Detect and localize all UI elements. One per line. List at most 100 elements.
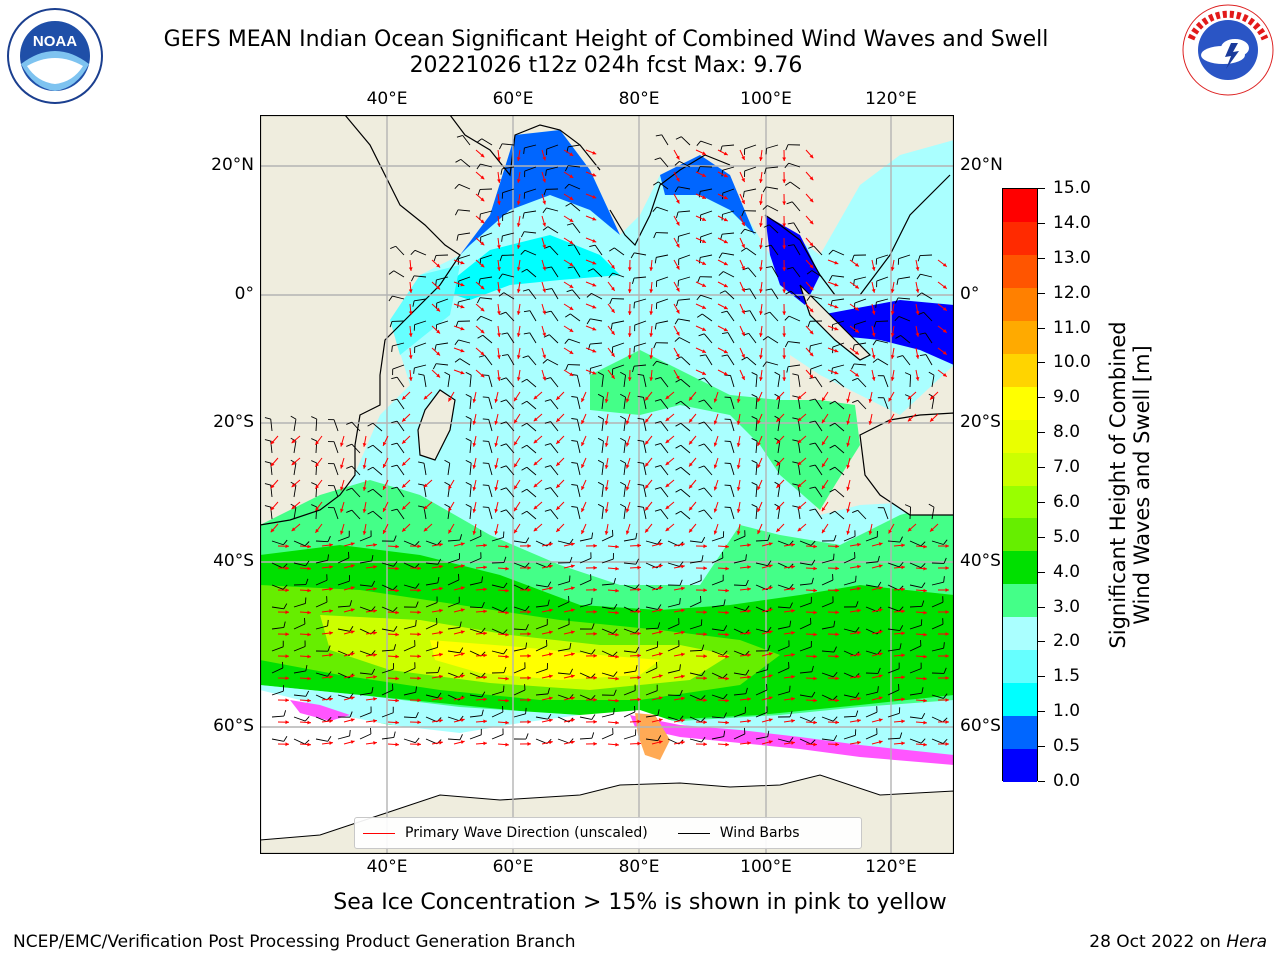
wind-barb [456, 135, 471, 146]
wind-barb [637, 395, 647, 410]
wave-arrow [431, 564, 443, 569]
wave-arrow [340, 457, 345, 469]
wave-arrow [890, 259, 895, 271]
wind-barb [653, 181, 669, 190]
wind-barb [513, 584, 530, 591]
wave-arrow [871, 347, 876, 359]
wind-barb [557, 595, 570, 608]
wave-arrow [581, 457, 587, 469]
wave-arrow [849, 347, 860, 355]
wave-arrow [846, 501, 851, 513]
wave-arrow [849, 281, 860, 289]
wave-arrow [695, 369, 707, 376]
wave-arrow [915, 654, 928, 659]
wave-arrow [387, 544, 400, 549]
africa-coastline [260, 115, 461, 526]
wave-arrow [585, 631, 598, 636]
wind-barb [315, 619, 329, 630]
wind-barb [843, 530, 856, 542]
wind-barb [711, 531, 725, 542]
lat-label-left-eq: 0° [234, 284, 254, 304]
wind-barb [711, 730, 726, 740]
wave-arrow [736, 435, 741, 447]
wind-barb [851, 363, 867, 370]
wave-arrow [321, 609, 333, 613]
wave-arrow [849, 586, 861, 591]
wind-barb [765, 288, 779, 300]
wave-arrow [717, 193, 729, 200]
wind-barb [733, 650, 750, 656]
wind-barb [367, 466, 383, 476]
lon-label-top-100e: 100°E [740, 89, 792, 109]
wave-arrow [299, 544, 312, 549]
wave-arrow [585, 697, 598, 702]
bay-of-bengal-calm [660, 155, 755, 235]
wave-arrow [739, 697, 751, 702]
wind-barb [477, 334, 493, 344]
wave-arrow [759, 171, 763, 183]
wind-barb [271, 736, 288, 742]
wind-barb [359, 686, 374, 696]
wave-arrow [871, 259, 876, 271]
wind-barb [777, 711, 793, 718]
lat-label-right-20s: 20°S [960, 412, 1001, 432]
legend-wind-label: Wind Barbs [719, 825, 800, 841]
wind-barb [521, 378, 537, 388]
wave-arrow [494, 501, 499, 513]
wave-arrow [519, 566, 532, 570]
wave-arrow [533, 457, 543, 466]
wave-arrow [649, 325, 654, 337]
wind-barb [931, 642, 945, 652]
wave-arrow [761, 630, 773, 635]
wave-arrow [673, 586, 685, 591]
wind-barb [381, 731, 396, 740]
wave-arrow [890, 281, 895, 293]
wave-arrow [555, 457, 565, 467]
wave-arrow [739, 237, 746, 249]
wave-arrow [494, 523, 499, 535]
wind-barb [271, 539, 288, 546]
wind-barb [367, 444, 383, 454]
wind-barb [328, 419, 339, 432]
wave-arrow [607, 281, 616, 292]
wind-barb [571, 396, 581, 410]
wind-barb [697, 276, 713, 283]
wave-arrow [805, 281, 814, 291]
wave-arrow [563, 696, 575, 701]
colorbar-segment [1003, 551, 1037, 585]
wind-barb [777, 736, 794, 743]
wind-barb [597, 503, 604, 520]
wave-arrow [343, 608, 355, 613]
wave-arrow [821, 435, 829, 446]
wind-barb [465, 371, 472, 388]
wind-barb [579, 649, 596, 655]
wave-arrow [688, 435, 697, 445]
wind-barb [872, 339, 889, 346]
wind-barb [740, 247, 757, 256]
wind-barb [271, 710, 287, 718]
colorbar-tick-label: 8.0 [1053, 422, 1081, 443]
wave-arrow [805, 325, 814, 335]
wind-barb [425, 641, 439, 652]
wave-arrow [759, 237, 763, 249]
wave-arrow [541, 696, 553, 701]
colorbar-segment [1003, 254, 1037, 289]
wind-barb [535, 663, 548, 674]
wave-arrow [673, 325, 680, 336]
wind-barb [620, 481, 626, 498]
wind-barb [698, 377, 713, 388]
wind-barb [264, 483, 273, 498]
wind-barb [740, 228, 757, 235]
wind-barb [887, 707, 901, 718]
wind-barb [654, 465, 669, 476]
wave-arrow [519, 610, 532, 614]
wave-arrow [651, 564, 663, 569]
wind-barb [425, 666, 441, 674]
map-legend: Primary Wave Direction (unscaled) Wind B… [354, 817, 862, 849]
wave-arrow [409, 676, 422, 681]
wave-arrow [321, 697, 333, 701]
wave-arrow [299, 588, 312, 593]
wave-arrow [563, 215, 574, 223]
wave-arrow [915, 259, 920, 271]
wave-arrow [783, 719, 795, 723]
